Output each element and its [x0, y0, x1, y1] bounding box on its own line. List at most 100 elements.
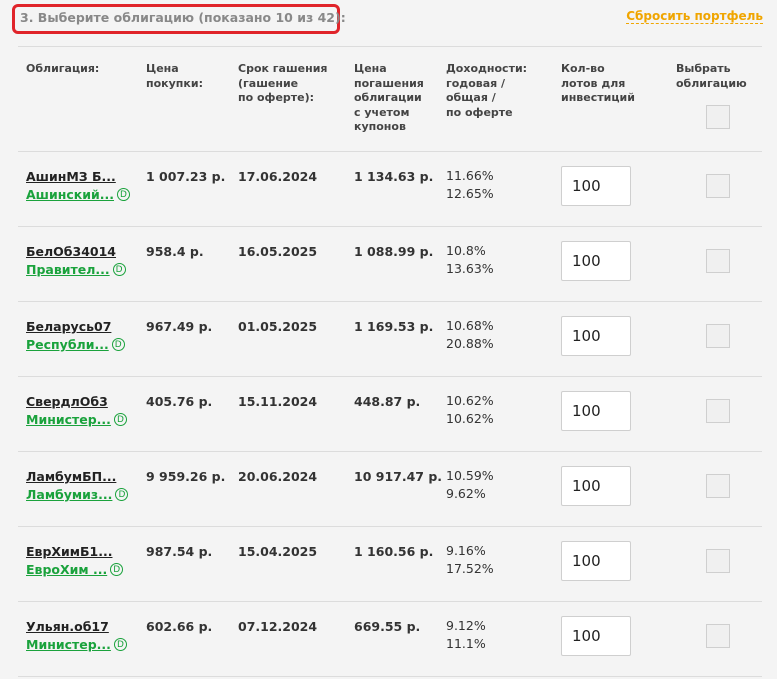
bond-name-link[interactable]: Ульян.об17: [26, 619, 109, 634]
column-header-select: Выбрать облигацию: [676, 62, 747, 90]
bond-cell: Беларусь07 Республи... D: [26, 319, 125, 352]
bond-name-link[interactable]: ЕврХимБ1...: [26, 544, 113, 559]
yield-total: 10.62%: [446, 411, 494, 426]
reset-portfolio-link[interactable]: Сбросить портфель: [626, 9, 763, 24]
select-bond-checkbox[interactable]: [706, 624, 730, 648]
yield-total: 20.88%: [446, 336, 494, 351]
bond-name-link[interactable]: ЛамбумБП...: [26, 469, 117, 484]
select-bond-checkbox[interactable]: [706, 249, 730, 273]
issuer-link[interactable]: Правител...: [26, 262, 110, 277]
price-cell: 958.4 р.: [146, 244, 204, 259]
issuer-link[interactable]: ЕвроХим ...: [26, 562, 108, 577]
bond-name-link[interactable]: Беларусь07: [26, 319, 112, 334]
maturity-cell: 17.06.2024: [238, 169, 318, 184]
table-row: ЛамбумБП... Ламбумиз... D 9 959.26 р. 20…: [18, 452, 762, 527]
price-cell: 602.66 р.: [146, 619, 213, 634]
lots-input[interactable]: [561, 391, 631, 431]
redeem-price-cell: 1 134.63 р.: [354, 169, 434, 184]
yield-annual: 11.66%: [446, 168, 494, 183]
yield-annual: 10.8%: [446, 243, 486, 258]
select-bond-checkbox[interactable]: [706, 324, 730, 348]
maturity-cell: 07.12.2024: [238, 619, 318, 634]
d-circle-icon[interactable]: D: [113, 638, 127, 651]
issuer-link[interactable]: Ламбумиз...: [26, 487, 113, 502]
redeem-price-cell: 669.55 р.: [354, 619, 421, 634]
maturity-cell: 20.06.2024: [238, 469, 318, 484]
price-cell: 967.49 р.: [146, 319, 213, 334]
yield-total: 11.1%: [446, 636, 486, 651]
bonds-table: Облигация: Цена покупки: Срок гашения (г…: [18, 46, 762, 677]
price-cell: 1 007.23 р.: [146, 169, 226, 184]
bond-name-link[interactable]: БелОб34014: [26, 244, 117, 259]
column-header-redeem: Цена погашения облигации с учетом купоно…: [354, 62, 424, 133]
yield-annual: 9.16%: [446, 543, 486, 558]
table-row: Ульян.об17 Министер... D 602.66 р. 07.12…: [18, 602, 762, 677]
bond-cell: ЛамбумБП... Ламбумиз... D: [26, 469, 129, 502]
yield-cell: 11.66% 12.65%: [446, 167, 494, 203]
d-circle-icon[interactable]: D: [111, 338, 125, 351]
bond-cell: Ульян.об17 Министер... D: [26, 619, 127, 652]
yield-total: 12.65%: [446, 186, 494, 201]
yield-annual: 10.62%: [446, 393, 494, 408]
redeem-price-cell: 1 169.53 р.: [354, 319, 434, 334]
yield-cell: 10.62% 10.62%: [446, 392, 494, 428]
d-circle-icon[interactable]: D: [117, 188, 131, 201]
redeem-price-cell: 448.87 р.: [354, 394, 421, 409]
yield-cell: 9.12% 11.1%: [446, 617, 486, 653]
redeem-price-cell: 1 160.56 р.: [354, 544, 434, 559]
column-header-lots: Кол-во лотов для инвестиций: [561, 62, 635, 104]
select-bond-checkbox[interactable]: [706, 549, 730, 573]
select-all-checkbox[interactable]: [706, 105, 730, 129]
bond-name-link[interactable]: СвердлОб3: [26, 394, 108, 409]
issuer-line: Правител... D: [26, 262, 126, 277]
yield-annual: 10.68%: [446, 318, 494, 333]
column-header-bond: Облигация:: [26, 62, 100, 75]
column-header-price: Цена покупки:: [146, 62, 203, 90]
issuer-line: Ламбумиз... D: [26, 487, 129, 502]
column-header-maturity: Срок гашения (гашение по оферте):: [238, 62, 328, 104]
d-circle-icon[interactable]: D: [115, 488, 129, 501]
issuer-line: Ашинский... D: [26, 187, 131, 202]
table-row: БелОб34014 Правител... D 958.4 р. 16.05.…: [18, 227, 762, 302]
table-row: Беларусь07 Республи... D 967.49 р. 01.05…: [18, 302, 762, 377]
column-header-yield: Доходности: годовая / общая / по оферте: [446, 62, 528, 119]
lots-input[interactable]: [561, 241, 631, 281]
lots-input[interactable]: [561, 316, 631, 356]
price-cell: 405.76 р.: [146, 394, 213, 409]
lots-input[interactable]: [561, 166, 631, 206]
redeem-price-cell: 10 917.47 р.: [354, 469, 443, 484]
d-circle-icon[interactable]: D: [113, 413, 127, 426]
issuer-link[interactable]: Республи...: [26, 337, 109, 352]
step-header-highlight: [12, 4, 340, 34]
issuer-link[interactable]: Министер...: [26, 637, 111, 652]
yield-total: 13.63%: [446, 261, 494, 276]
issuer-line: Республи... D: [26, 337, 125, 352]
select-bond-checkbox[interactable]: [706, 399, 730, 423]
maturity-cell: 15.04.2025: [238, 544, 318, 559]
yield-cell: 10.68% 20.88%: [446, 317, 494, 353]
select-bond-checkbox[interactable]: [706, 174, 730, 198]
redeem-price-cell: 1 088.99 р.: [354, 244, 434, 259]
issuer-link[interactable]: Министер...: [26, 412, 111, 427]
yield-annual: 10.59%: [446, 468, 494, 483]
bond-cell: БелОб34014 Правител... D: [26, 244, 126, 277]
step-title: 3. Выберите облигацию (показано 10 из 42…: [20, 10, 346, 25]
lots-input[interactable]: [561, 541, 631, 581]
price-cell: 9 959.26 р.: [146, 469, 226, 484]
issuer-link[interactable]: Ашинский...: [26, 187, 115, 202]
yield-annual: 9.12%: [446, 618, 486, 633]
lots-input[interactable]: [561, 466, 631, 506]
lots-input[interactable]: [561, 616, 631, 656]
yield-cell: 10.8% 13.63%: [446, 242, 494, 278]
table-row: АшинМЗ Б... Ашинский... D 1 007.23 р. 17…: [18, 152, 762, 227]
d-circle-icon[interactable]: D: [112, 263, 126, 276]
yield-cell: 9.16% 17.52%: [446, 542, 494, 578]
maturity-cell: 15.11.2024: [238, 394, 318, 409]
bond-name-link[interactable]: АшинМЗ Б...: [26, 169, 116, 184]
select-bond-checkbox[interactable]: [706, 474, 730, 498]
table-header: Облигация: Цена покупки: Срок гашения (г…: [18, 46, 762, 152]
bond-cell: АшинМЗ Б... Ашинский... D: [26, 169, 131, 202]
bond-cell: ЕврХимБ1... ЕвроХим ... D: [26, 544, 124, 577]
maturity-cell: 16.05.2025: [238, 244, 318, 259]
d-circle-icon[interactable]: D: [110, 563, 124, 576]
